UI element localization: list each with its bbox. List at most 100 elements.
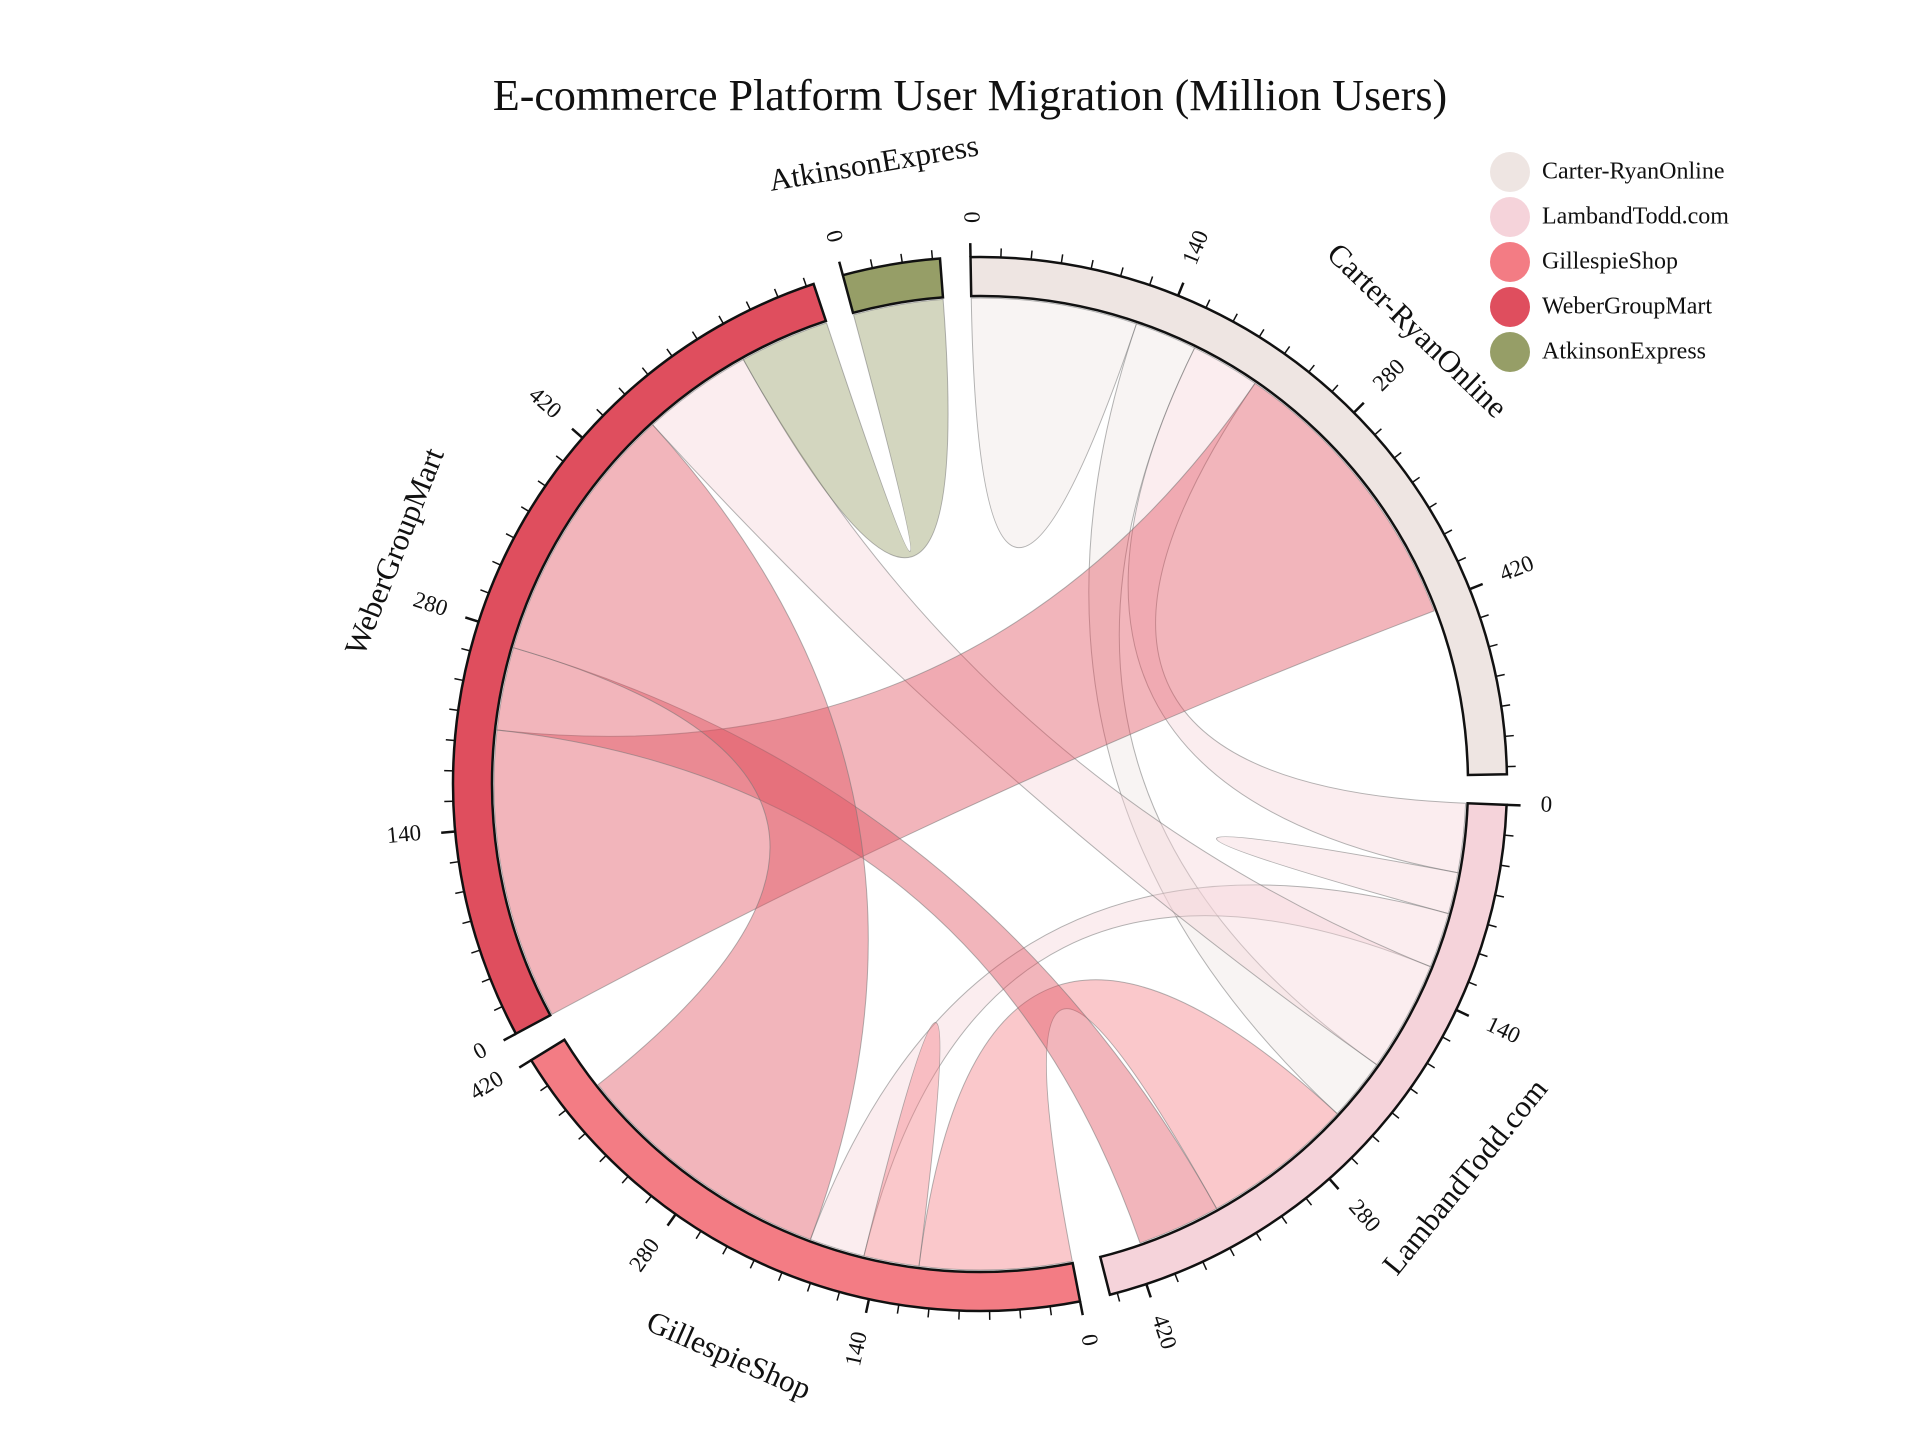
tick-mark — [1332, 385, 1338, 392]
tick-label: 140 — [1177, 227, 1213, 268]
tick-mark — [1456, 1010, 1469, 1016]
tick-mark — [1372, 1136, 1379, 1142]
tick-label: 0 — [821, 227, 848, 245]
tick-mark — [1480, 615, 1489, 618]
tick-mark — [1470, 584, 1483, 589]
tick-mark — [521, 507, 529, 512]
tick-mark — [450, 862, 459, 863]
ribbons — [494, 298, 1466, 1270]
tick-mark — [622, 1176, 628, 1183]
legend-item-LambandTodd.com: LambandTodd.com — [1490, 197, 1729, 237]
tick-mark — [871, 259, 873, 268]
legend-swatch — [1490, 152, 1530, 192]
tick-mark — [506, 534, 514, 538]
tick-mark — [1309, 365, 1315, 372]
tick-mark — [454, 679, 463, 681]
tick-label: 0 — [469, 1037, 491, 1064]
tick-mark — [1507, 805, 1521, 806]
tick-mark — [465, 617, 478, 621]
group-label-Carter-RyanOnline: Carter-RyanOnline — [1321, 236, 1515, 425]
chart-title: E-commerce Platform User Migration (Mill… — [493, 71, 1447, 120]
tick-mark — [866, 1299, 869, 1313]
tick-mark — [692, 332, 697, 340]
tick-mark — [1146, 1284, 1150, 1297]
tick-mark — [1427, 1063, 1435, 1068]
tick-mark — [897, 1305, 898, 1314]
legend: Carter-RyanOnlineLambandTodd.comGillespi… — [1490, 152, 1729, 372]
tick-mark — [1329, 1179, 1338, 1189]
tick-mark — [1496, 674, 1505, 676]
tick-mark — [1121, 267, 1123, 276]
tick-mark — [482, 979, 490, 982]
tick-mark — [1080, 1301, 1083, 1315]
tick-mark — [750, 1260, 754, 1268]
tick-mark — [837, 1292, 839, 1301]
tick-label: 420 — [524, 382, 566, 424]
tick-mark — [1206, 300, 1210, 308]
legend-swatch — [1490, 242, 1530, 282]
tick-mark — [1178, 283, 1183, 296]
tick-mark — [1458, 558, 1466, 562]
tick-mark — [504, 1034, 516, 1041]
tick-mark — [1392, 1113, 1399, 1119]
legend-label: WeberGroupMart — [1542, 294, 1712, 320]
tick-mark — [1284, 346, 1289, 353]
tick-mark — [1375, 429, 1382, 435]
tick-mark — [559, 1110, 566, 1116]
tick-mark — [1256, 1233, 1261, 1241]
tick-mark — [803, 278, 806, 287]
tick-mark — [1259, 329, 1264, 337]
legend-label: LambandTodd.com — [1542, 204, 1729, 230]
tick-mark — [1489, 644, 1498, 646]
group-label-LambandTodd.com: LambandTodd.com — [1375, 1072, 1554, 1282]
tick-mark — [719, 316, 723, 324]
tick-label: 0 — [1076, 1332, 1103, 1348]
tick-mark — [455, 892, 464, 894]
tick-mark — [538, 481, 545, 486]
tick-mark — [619, 388, 625, 395]
tick-mark — [1050, 1306, 1051, 1315]
tick-mark — [572, 429, 583, 438]
tick-mark — [1444, 530, 1452, 534]
tick-mark — [461, 649, 470, 651]
tick-mark — [1233, 314, 1237, 322]
tick-label: 280 — [1368, 354, 1410, 396]
tick-mark — [1282, 1216, 1287, 1223]
tick-mark — [1091, 260, 1093, 269]
tick-mark — [1150, 277, 1153, 286]
tick-mark — [1354, 403, 1364, 413]
tick-mark — [1505, 835, 1514, 836]
tick-mark — [901, 254, 902, 263]
legend-swatch — [1490, 332, 1530, 372]
group-label-AtkinsonExpress: AtkinsonExpress — [766, 128, 981, 198]
tick-mark — [667, 349, 672, 356]
tick-label: 280 — [1344, 1194, 1386, 1236]
tick-mark — [597, 409, 603, 415]
tick-mark — [1031, 251, 1032, 260]
tick-mark — [1501, 865, 1510, 866]
tick-mark — [1495, 895, 1504, 897]
tick-mark — [471, 950, 480, 953]
tick-mark — [1230, 1248, 1234, 1256]
tick-mark — [1410, 1088, 1417, 1093]
tick-mark — [1412, 477, 1419, 482]
tick-mark — [446, 740, 455, 741]
tick-mark — [579, 1133, 586, 1139]
tick-mark — [808, 1283, 811, 1292]
group-label-GillespieShop: GillespieShop — [642, 1304, 817, 1407]
tick-mark — [519, 1060, 531, 1067]
legend-item-WeberGroupMart: WeberGroupMart — [1490, 287, 1712, 327]
legend-item-Carter-RyanOnline: Carter-RyanOnline — [1490, 152, 1725, 192]
tick-mark — [1175, 1274, 1178, 1282]
group-label-WeberGroupMart: WeberGroupMart — [337, 443, 451, 660]
tick-mark — [1442, 1037, 1450, 1041]
tick-mark — [1061, 254, 1062, 263]
tick-mark — [1117, 1293, 1119, 1302]
tick-mark — [839, 262, 843, 276]
tick-mark — [1479, 954, 1488, 957]
legend-label: Carter-RyanOnline — [1542, 159, 1725, 185]
tick-mark — [746, 302, 750, 310]
tick-mark — [494, 1007, 502, 1011]
